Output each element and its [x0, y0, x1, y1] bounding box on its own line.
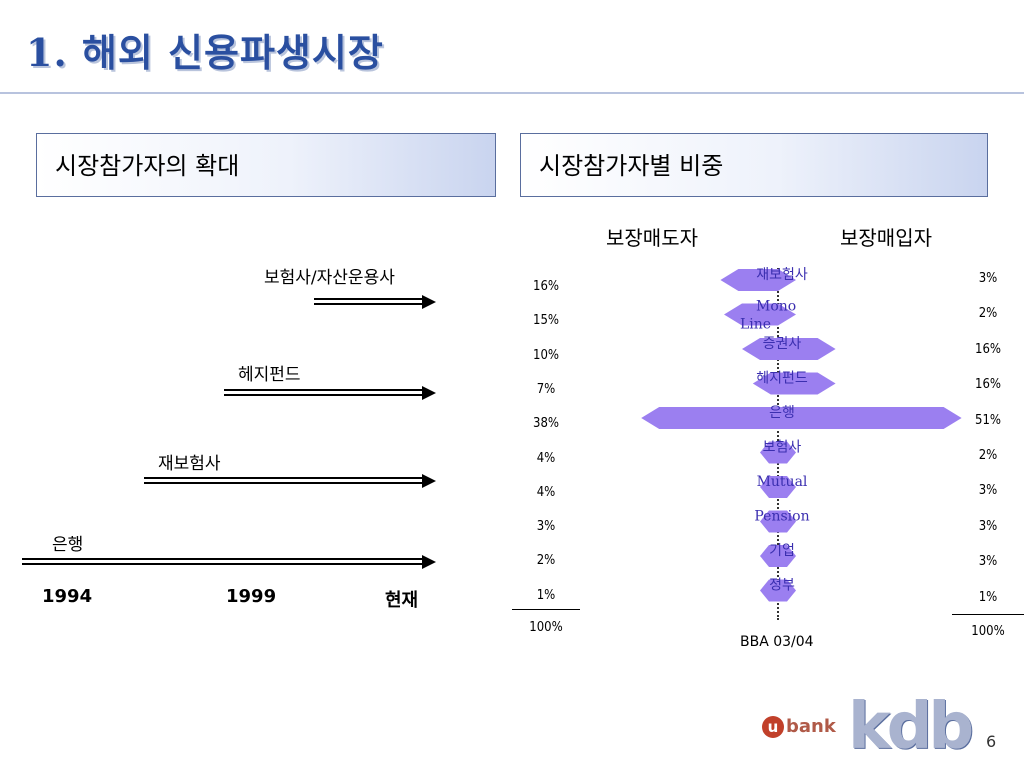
seller-pct-보험사: 4% — [536, 450, 556, 466]
bar-mutual — [760, 476, 796, 498]
seller-pct-증권사: 10% — [533, 347, 559, 363]
seller-total: 100% — [529, 620, 563, 635]
bar-label-증권사: 증권사 — [763, 336, 802, 352]
seller-pct-정부: 1% — [536, 587, 556, 603]
timeline-label-reinsurer: 재보험사 — [158, 454, 221, 474]
bar-label-재보험사: 재보험사 — [756, 267, 808, 283]
seller-pct-은행: 38% — [533, 416, 559, 432]
page-number: 6 — [986, 732, 997, 751]
bar-mono-line — [724, 303, 796, 326]
seller-total-rule — [512, 609, 580, 610]
ubank-logo-badge: u — [762, 716, 784, 738]
seller-pct-mono-line: 15% — [533, 313, 559, 329]
buyer-pct-mutual: 3% — [978, 483, 998, 499]
buyer-total: 100% — [971, 624, 1005, 639]
buyer-pct-pension: 3% — [978, 518, 998, 534]
buyer-pct-mono-line: 2% — [978, 306, 998, 322]
bar-label-은행: 은행 — [769, 405, 795, 421]
ubank-logo-text: bank — [786, 716, 836, 737]
bar-재보험사 — [720, 269, 796, 291]
buyer-pct-은행: 51% — [975, 412, 1001, 428]
seller-pct-기업: 2% — [536, 553, 556, 569]
bar-label-mono-line: Mono Line — [740, 299, 796, 333]
buyer-pct-기업: 3% — [978, 554, 998, 570]
header-protection-seller: 보장매도자 — [606, 226, 698, 250]
timeline-arrow-insurer-asset-manager — [314, 295, 436, 309]
ubank-logo: u bank — [762, 716, 836, 738]
bar-label-보험사: 보험사 — [763, 440, 802, 456]
timeline-arrow-reinsurer — [144, 474, 436, 488]
bar-pension — [760, 510, 796, 533]
bar-보험사 — [760, 441, 796, 464]
buyer-pct-헤지펀드: 16% — [975, 377, 1001, 393]
buyer-pct-증권사: 16% — [975, 341, 1001, 357]
bar-기업 — [760, 545, 796, 567]
timeline-label-insurer-asset-manager: 보험사/자산운용사 — [264, 268, 395, 288]
bar-label-정부: 정부 — [769, 578, 795, 594]
panel-participant-expansion: 시장참가자의 확대 — [36, 133, 496, 197]
seller-pct-pension: 3% — [536, 519, 556, 535]
bar-은행 — [641, 407, 962, 429]
buyer-pct-재보험사: 3% — [978, 271, 998, 286]
bar-헤지펀드 — [752, 372, 836, 395]
bar-label-헤지펀드: 헤지펀드 — [756, 371, 808, 387]
timeline-label-bank: 은행 — [52, 535, 84, 555]
bar-label-기업: 기업 — [769, 543, 795, 559]
title-divider — [0, 92, 1024, 94]
timeline-label-hedge-fund: 헤지펀드 — [238, 365, 301, 385]
seller-pct-mutual: 4% — [536, 484, 556, 500]
buyer-total-rule — [952, 614, 1024, 615]
buyer-pct-보험사: 2% — [978, 448, 998, 463]
bar-정부 — [760, 579, 796, 602]
timeline-year-present: 현재 — [385, 590, 419, 611]
timeline-arrow-hedge-fund — [224, 386, 436, 400]
panel-participant-share: 시장참가자별 비중 — [520, 133, 988, 197]
seller-pct-재보험사: 16% — [533, 279, 559, 294]
bar-label-mutual: Mutual — [757, 474, 808, 490]
timeline-year-1994: 1994 — [42, 586, 93, 607]
buyer-pct-정부: 1% — [978, 589, 998, 605]
page-title: 1. 해외 신용파생시장 — [26, 30, 384, 75]
seller-pct-헤지펀드: 7% — [536, 381, 556, 397]
header-protection-buyer: 보장매입자 — [840, 226, 932, 250]
kdb-logo: kdb — [848, 690, 974, 764]
bar-label-pension: Pension — [754, 509, 809, 525]
bar-증권사 — [742, 338, 836, 360]
timeline-arrow-bank — [22, 555, 436, 569]
source-note: BBA 03/04 — [740, 634, 814, 650]
timeline-year-1999: 1999 — [226, 586, 277, 607]
